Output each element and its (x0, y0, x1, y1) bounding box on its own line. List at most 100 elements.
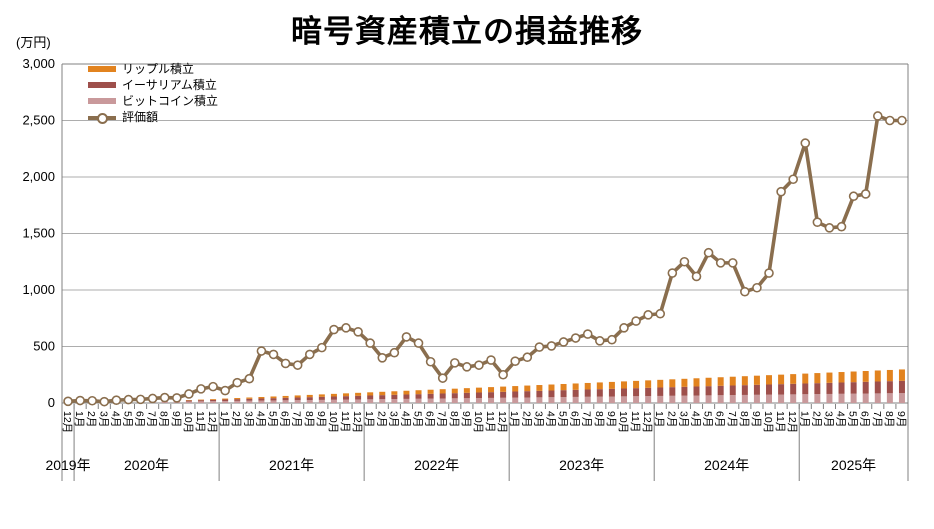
svg-text:1,500: 1,500 (22, 226, 55, 241)
svg-text:8月: 8月 (158, 411, 170, 427)
svg-text:3月: 3月 (242, 411, 254, 427)
svg-text:500: 500 (33, 339, 55, 354)
svg-text:10月: 10月 (617, 411, 629, 433)
svg-text:12月: 12月 (786, 411, 798, 433)
svg-text:5月: 5月 (557, 411, 569, 427)
svg-text:2,500: 2,500 (22, 113, 55, 128)
svg-text:2月: 2月 (375, 411, 387, 427)
legend-label-bitcoin: ビットコイン積立 (122, 94, 219, 108)
svg-text:3月: 3月 (387, 411, 399, 427)
svg-text:4月: 4月 (254, 411, 266, 427)
svg-text:2020年: 2020年 (124, 457, 169, 473)
svg-text:2,000: 2,000 (22, 169, 55, 184)
svg-text:9月: 9月 (895, 411, 907, 427)
svg-text:1,000: 1,000 (22, 282, 55, 297)
svg-text:2月: 2月 (810, 411, 822, 427)
legend-item-valuation: 評価額 (88, 109, 218, 125)
ripple-swatch-icon (88, 66, 116, 72)
svg-text:8月: 8月 (738, 411, 750, 427)
svg-text:4月: 4月 (109, 411, 121, 427)
svg-text:11月: 11月 (194, 411, 206, 432)
svg-text:5月: 5月 (412, 411, 424, 427)
chart-title: 暗号資産積立の損益推移 (291, 14, 643, 49)
svg-text:7月: 7月 (871, 411, 883, 427)
svg-text:12月: 12月 (351, 411, 363, 433)
svg-text:1月: 1月 (73, 411, 85, 427)
svg-text:11月: 11月 (339, 411, 351, 432)
svg-text:10月: 10月 (762, 411, 774, 433)
svg-text:2025年: 2025年 (831, 457, 876, 473)
svg-text:7月: 7月 (146, 411, 158, 427)
legend-label-ethereum: イーサリアム積立 (122, 78, 217, 92)
svg-text:1月: 1月 (653, 411, 665, 427)
svg-text:9月: 9月 (460, 411, 472, 427)
legend-item-bitcoin: ビットコイン積立 (88, 93, 218, 109)
svg-text:3月: 3月 (532, 411, 544, 427)
svg-text:3月: 3月 (97, 411, 109, 427)
svg-text:6月: 6月 (279, 411, 291, 427)
svg-text:2021年: 2021年 (269, 457, 314, 473)
svg-text:6月: 6月 (569, 411, 581, 427)
svg-text:2月: 2月 (520, 411, 532, 427)
svg-text:4月: 4月 (835, 411, 847, 427)
svg-text:7月: 7月 (726, 411, 738, 427)
svg-text:2月: 2月 (230, 411, 242, 427)
valuation-line-swatch-icon (88, 112, 116, 124)
chart-legend: リップル積立 イーサリアム積立 ビットコイン積立 評価額 (88, 61, 218, 125)
svg-text:10月: 10月 (182, 411, 194, 433)
svg-text:11月: 11月 (484, 411, 496, 432)
svg-text:5月: 5月 (121, 411, 133, 427)
svg-text:6月: 6月 (714, 411, 726, 427)
bitcoin-swatch-icon (88, 98, 116, 104)
svg-text:8月: 8月 (883, 411, 895, 427)
svg-text:9月: 9月 (315, 411, 327, 427)
svg-text:3月: 3月 (677, 411, 689, 427)
svg-text:2月: 2月 (85, 411, 97, 427)
svg-text:9月: 9月 (605, 411, 617, 427)
svg-text:1月: 1月 (363, 411, 375, 427)
svg-text:5月: 5月 (702, 411, 714, 427)
svg-text:2024年: 2024年 (704, 457, 749, 473)
y-axis-unit-label: (万円) (16, 35, 51, 50)
svg-text:5月: 5月 (847, 411, 859, 427)
svg-text:10月: 10月 (472, 411, 484, 433)
svg-text:7月: 7月 (291, 411, 303, 427)
svg-text:4月: 4月 (544, 411, 556, 427)
svg-text:12月: 12月 (206, 411, 218, 433)
svg-text:10月: 10月 (327, 411, 339, 433)
svg-text:6月: 6月 (859, 411, 871, 427)
svg-text:5月: 5月 (267, 411, 279, 427)
svg-text:8月: 8月 (593, 411, 605, 427)
svg-text:2023年: 2023年 (559, 457, 604, 473)
svg-text:12月: 12月 (641, 411, 653, 433)
svg-text:6月: 6月 (424, 411, 436, 427)
svg-text:4月: 4月 (399, 411, 411, 427)
svg-text:3月: 3月 (822, 411, 834, 427)
svg-text:9月: 9月 (170, 411, 182, 427)
svg-text:4月: 4月 (690, 411, 702, 427)
svg-text:11月: 11月 (629, 411, 641, 432)
legend-item-ripple: リップル積立 (88, 61, 218, 77)
svg-text:9月: 9月 (750, 411, 762, 427)
svg-text:7月: 7月 (581, 411, 593, 427)
svg-text:8月: 8月 (303, 411, 315, 427)
svg-text:1月: 1月 (218, 411, 230, 427)
svg-text:12月: 12月 (496, 411, 508, 433)
svg-text:2019年: 2019年 (45, 457, 90, 473)
svg-text:1月: 1月 (798, 411, 810, 427)
ethereum-swatch-icon (88, 82, 116, 88)
svg-text:1月: 1月 (508, 411, 520, 427)
legend-item-ethereum: イーサリアム積立 (88, 77, 218, 93)
svg-text:7月: 7月 (436, 411, 448, 427)
svg-text:2022年: 2022年 (414, 457, 459, 473)
svg-text:2月: 2月 (665, 411, 677, 427)
legend-label-valuation: 評価額 (122, 110, 159, 124)
svg-text:3,000: 3,000 (22, 56, 55, 71)
svg-text:6月: 6月 (134, 411, 146, 427)
svg-text:12月: 12月 (61, 411, 73, 433)
svg-text:8月: 8月 (448, 411, 460, 427)
legend-label-ripple: リップル積立 (122, 62, 195, 76)
svg-text:11月: 11月 (774, 411, 786, 432)
